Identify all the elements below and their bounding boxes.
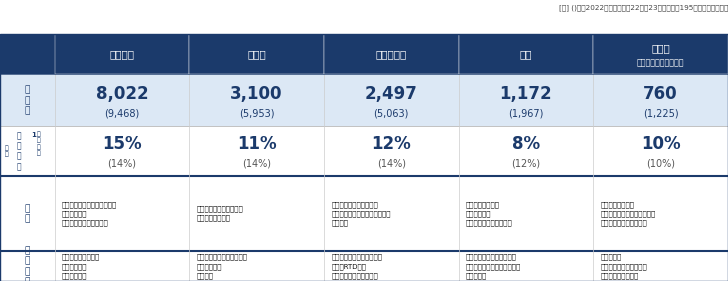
Text: (14%): (14%)	[108, 158, 136, 168]
FancyBboxPatch shape	[0, 74, 728, 126]
Text: 回
あ
た
り: 回 あ た り	[36, 131, 40, 156]
Text: 平
均: 平 均	[4, 145, 9, 157]
Text: 菓子: 菓子	[520, 49, 532, 59]
Text: 品
目
数: 品 目 数	[25, 85, 30, 115]
Text: 食肉・水産品などの価格高騰
物流費の上昇
円安による輸入コスト増: 食肉・水産品などの価格高騰 物流費の上昇 円安による輸入コスト増	[62, 201, 117, 226]
Text: 11%: 11%	[237, 135, 277, 153]
Text: 10%: 10%	[641, 135, 681, 153]
Text: 12%: 12%	[371, 135, 411, 153]
FancyBboxPatch shape	[324, 34, 459, 74]
Text: (5,953): (5,953)	[239, 108, 274, 119]
FancyBboxPatch shape	[0, 126, 728, 176]
Text: (1,967): (1,967)	[508, 108, 544, 119]
FancyBboxPatch shape	[55, 34, 189, 74]
FancyBboxPatch shape	[593, 34, 728, 74]
Text: (14%): (14%)	[377, 158, 405, 168]
Text: 円安による輸入コスト増
缶・ペットボトルなど包装資材
費の上昇: 円安による輸入コスト増 缶・ペットボトルなど包装資材 費の上昇	[331, 201, 391, 226]
FancyBboxPatch shape	[459, 34, 593, 74]
Text: 15%: 15%	[102, 135, 142, 153]
Text: 冷凍食品、水産缶詰
シリアル食品
チルド麺製品: 冷凍食品、水産缶詰 シリアル食品 チルド麺製品	[62, 254, 100, 279]
Text: 760: 760	[644, 85, 678, 103]
FancyBboxPatch shape	[0, 251, 728, 281]
FancyBboxPatch shape	[0, 34, 55, 74]
Text: (14%): (14%)	[242, 158, 271, 168]
Text: 8%: 8%	[512, 135, 540, 153]
Text: (5,063): (5,063)	[373, 108, 409, 119]
Text: 2,497: 2,497	[365, 85, 418, 103]
Text: 乳製品: 乳製品	[652, 43, 670, 53]
Text: (1,225): (1,225)	[643, 108, 678, 119]
Text: 輸入ワイン・ウイスキー類
焼酎・RTD飲料
エナジードリンク・豆乳: 輸入ワイン・ウイスキー類 焼酎・RTD飲料 エナジードリンク・豆乳	[331, 254, 382, 279]
Text: 主
な
食
品: 主 な 食 品	[25, 246, 30, 281]
Text: (12%): (12%)	[511, 158, 541, 168]
Text: 醤油、ソース、ケチャップ
調理用ワイン
だし製品: 醤油、ソース、ケチャップ 調理用ワイン だし製品	[197, 254, 248, 279]
Text: 加工食品: 加工食品	[109, 49, 135, 59]
Text: 値
上
げ
率: 値 上 げ 率	[17, 131, 21, 171]
Text: 酒類・飲料: 酒類・飲料	[376, 49, 407, 59]
Text: パック牛乳
ヨーグルト・乳酸菌飲料
乳幼児用粉ミルク類: パック牛乳 ヨーグルト・乳酸菌飲料 乳幼児用粉ミルク類	[601, 254, 647, 279]
Text: 食用油の価格高騰
物流費の上昇
エネルギーコストの上昇: 食用油の価格高騰 物流費の上昇 エネルギーコストの上昇	[466, 201, 513, 226]
FancyBboxPatch shape	[0, 176, 728, 251]
FancyBboxPatch shape	[189, 34, 324, 74]
Text: (10%): (10%)	[646, 158, 675, 168]
Text: [注] ()内は2022年の実績値。22年・23年ともに計195社の値上げ品目数: [注] ()内は2022年の実績値。22年・23年ともに計195社の値上げ品目数	[558, 4, 728, 11]
Text: 3,100: 3,100	[230, 85, 283, 103]
Text: 原材料価格の上昇
包装資材・運輸コストの上昇
円安による輸入コスト増: 原材料価格の上昇 包装資材・運輸コストの上昇 円安による輸入コスト増	[601, 201, 656, 226]
Text: 1,172: 1,172	[499, 85, 553, 103]
Text: 砂糖、食用油の価格高騰
包装資材費の上昇: 砂糖、食用油の価格高騰 包装資材費の上昇	[197, 206, 243, 221]
Text: 調味料: 調味料	[248, 49, 266, 59]
Text: （牛乳・ヨーグルト）: （牛乳・ヨーグルト）	[637, 58, 684, 67]
Text: 8,022: 8,022	[95, 85, 149, 103]
Text: 1: 1	[31, 132, 36, 138]
Text: (9,468): (9,468)	[104, 108, 140, 119]
Text: 米菓・アイスクリーム製品
スナック・チョコレート菓子
ゼリー製品: 米菓・アイスクリーム製品 スナック・チョコレート菓子 ゼリー製品	[466, 254, 521, 279]
Text: 背
景: 背 景	[25, 204, 30, 223]
